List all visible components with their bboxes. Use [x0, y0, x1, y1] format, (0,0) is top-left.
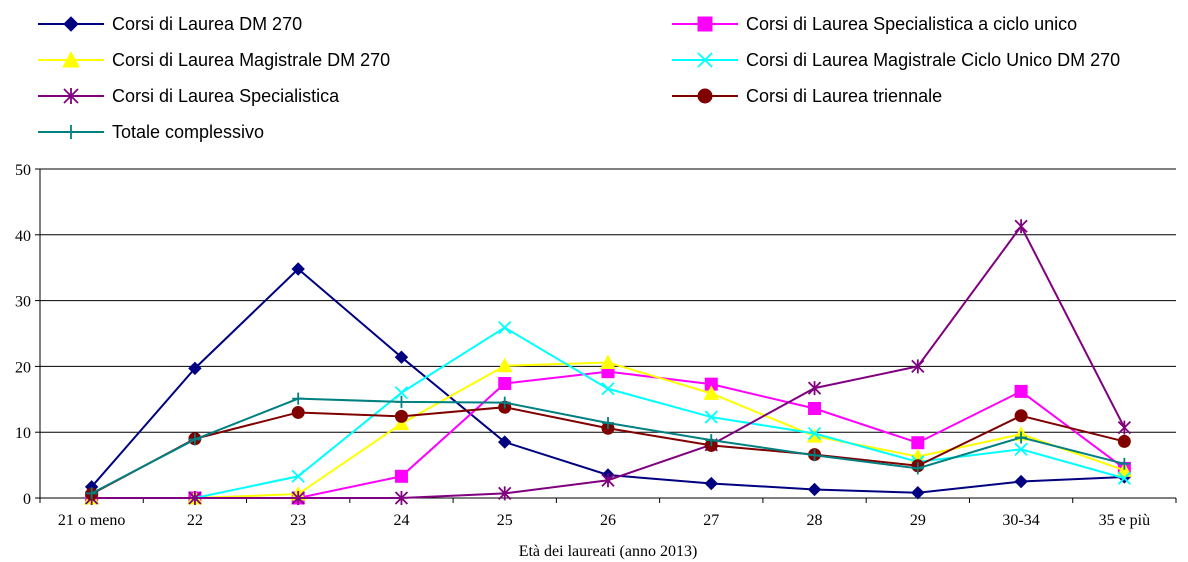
data-point: [498, 435, 512, 449]
data-point: [705, 434, 718, 447]
data-point: [394, 491, 409, 505]
series: [85, 392, 1131, 500]
data-point: [63, 88, 79, 104]
x-tick-label: 24: [393, 512, 409, 529]
data-point: [394, 469, 408, 483]
data-point: [64, 125, 78, 139]
data-point: [1014, 219, 1028, 234]
y-tick-label: 30: [15, 294, 31, 311]
data-point: [291, 491, 305, 505]
data-point: [807, 381, 822, 396]
data-point: [1014, 474, 1028, 489]
data-point: [1117, 434, 1131, 448]
data-point: [188, 491, 202, 505]
series: [84, 262, 1132, 500]
data-point: [188, 433, 201, 446]
x-tick-label: 25: [497, 512, 513, 529]
legend-item: Corsi di Laurea Specialistica: [38, 86, 340, 106]
x-tick-label: 26: [600, 512, 616, 529]
x-tick-label: 30-34: [1002, 512, 1039, 529]
data-point: [704, 476, 718, 491]
data-point: [601, 473, 615, 488]
y-tick-label: 20: [15, 359, 31, 376]
legend-label: Totale complessivo: [112, 122, 264, 142]
data-point: [911, 359, 925, 374]
x-tick-label: 22: [187, 512, 203, 529]
legend-label: Corsi di Laurea Magistrale DM 270: [112, 50, 390, 70]
data-point: [697, 52, 713, 68]
data-point: [911, 486, 925, 500]
data-point: [291, 469, 305, 483]
data-point: [602, 416, 614, 429]
data-point: [498, 377, 512, 391]
data-point: [600, 354, 616, 369]
y-tick-label: 50: [15, 162, 31, 179]
legend-label: Corsi di Laurea Specialistica a ciclo un…: [746, 14, 1077, 34]
data-point: [1118, 457, 1131, 470]
data-point: [291, 262, 305, 276]
data-point: [498, 486, 512, 501]
legend-label: Corsi di Laurea Magistrale Ciclo Unico D…: [746, 50, 1120, 70]
data-point: [704, 410, 718, 424]
data-point: [697, 16, 713, 32]
data-point: [911, 462, 924, 475]
y-tick-label: 0: [23, 491, 31, 508]
gridlines: [40, 168, 1176, 433]
data-point: [697, 88, 713, 104]
data-point: [806, 428, 823, 443]
y-tick-label: 10: [15, 425, 31, 442]
axes: 0 10 20 30 40 50 21 o meno 22 23 24 25 26 27 28 29 30-3…: [15, 162, 1177, 529]
legend-item: Corsi di Laurea DM 270: [38, 14, 302, 34]
data-point: [1014, 442, 1028, 456]
legend-label: Corsi di Laurea Specialistica: [112, 86, 340, 106]
x-tick-label: 21 o meno: [58, 512, 126, 529]
data-point: [808, 402, 822, 416]
data-point: [808, 449, 821, 462]
data-point: [394, 350, 409, 364]
x-tick-label: 23: [290, 512, 306, 529]
legend: Corsi di Laurea DM 270 Corsi di Laurea Sp…: [38, 14, 1120, 142]
data-point: [1117, 471, 1131, 485]
data-point: [807, 426, 822, 441]
x-tick-label: 28: [807, 512, 823, 529]
data-point: [496, 357, 513, 373]
data-point: [292, 392, 305, 405]
data-point: [291, 405, 305, 419]
data-point: [1014, 384, 1028, 398]
x-tick-label: 27: [703, 512, 719, 529]
x-tick-label: 35 e più: [1099, 512, 1151, 529]
data-point: [1117, 420, 1131, 435]
legend-item: Corsi di Laurea Magistrale Ciclo Unico D…: [672, 50, 1120, 70]
data-point: [601, 382, 615, 396]
data-point: [85, 487, 98, 500]
data-point: [395, 395, 408, 408]
data-point: [1014, 409, 1028, 423]
data-point: [1015, 431, 1028, 444]
x-tick-label: 29: [910, 512, 926, 529]
data-point: [703, 385, 720, 400]
data-point: [394, 386, 409, 400]
legend-item: Corsi di Laurea Magistrale DM 270: [38, 50, 390, 70]
data-point: [498, 396, 511, 409]
data-point: [63, 16, 79, 32]
data-point: [1116, 462, 1133, 477]
data-point: [188, 361, 202, 376]
legend-item: Corsi di Laurea triennale: [672, 86, 942, 106]
data-point: [394, 409, 408, 423]
data-point: [62, 50, 80, 68]
legend-item: Totale complessivo: [38, 122, 264, 142]
legend-label: Corsi di Laurea DM 270: [112, 14, 302, 34]
legend-label: Corsi di Laurea triennale: [746, 86, 942, 106]
legend-item: Corsi di Laurea Specialistica a ciclo un…: [672, 14, 1077, 34]
data-point: [498, 320, 512, 335]
series-line: [90, 267, 1125, 494]
data-point: [393, 415, 410, 431]
x-axis-title: Età dei laureati (anno 2013): [519, 543, 698, 560]
y-tick-label: 40: [15, 228, 31, 245]
data-point: [911, 436, 925, 450]
series-lines: [83, 219, 1133, 505]
data-point: [807, 482, 822, 497]
